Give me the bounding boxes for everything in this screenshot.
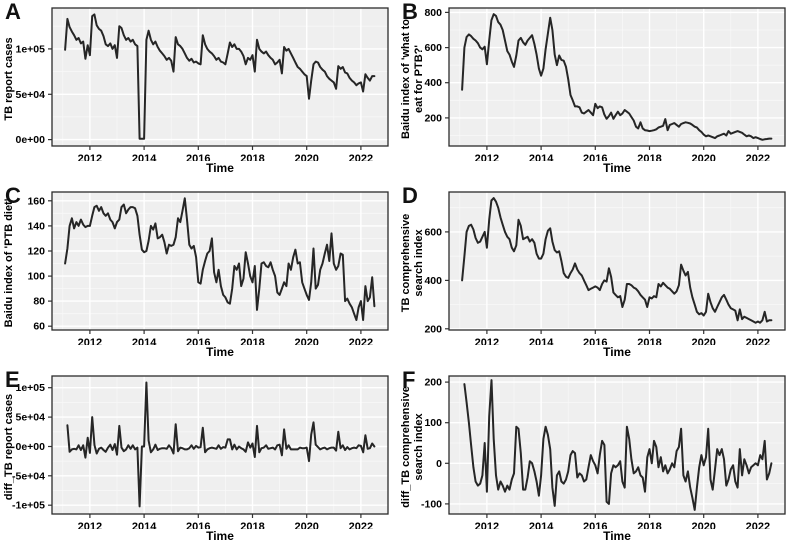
panel-f: F diff_TB comprehensive search index -10… bbox=[397, 367, 794, 552]
panel-c-letter: C bbox=[5, 183, 21, 208]
panel-d-y-axis-label: TB comprehensive search index bbox=[400, 213, 425, 313]
svg-text:2020: 2020 bbox=[294, 521, 318, 529]
svg-text:2022: 2022 bbox=[349, 153, 373, 161]
panel-b-y-axis-label: Baidu index of 'what to eat for PTB?' bbox=[400, 19, 425, 139]
panel-e-y-axis-label: diff_TB report cases bbox=[3, 393, 15, 501]
svg-text:2012: 2012 bbox=[475, 337, 499, 345]
svg-text:-5e+04: -5e+04 bbox=[12, 470, 45, 482]
svg-text:2022: 2022 bbox=[746, 153, 770, 161]
panel-e: E diff_TB report cases -1e+05 -5e+04 0e+00… bbox=[0, 367, 397, 552]
svg-text:2016: 2016 bbox=[186, 521, 210, 529]
svg-text:2012: 2012 bbox=[475, 521, 499, 529]
svg-text:200: 200 bbox=[424, 323, 442, 335]
panel-c: C Baidu index of 'PTB diet' 60 80 100 120 14… bbox=[0, 183, 397, 368]
panel-c-line-chart: 60 80 100 120 140 160 2012 2014 2016 2018 2020 2022 bbox=[27, 191, 389, 345]
svg-text:400: 400 bbox=[424, 275, 442, 287]
svg-text:2022: 2022 bbox=[349, 521, 373, 529]
svg-text:5e+04: 5e+04 bbox=[16, 412, 46, 424]
svg-text:2014: 2014 bbox=[132, 337, 157, 345]
svg-text:800: 800 bbox=[424, 7, 442, 19]
panel-a-x-axis-label: Time bbox=[206, 161, 234, 175]
svg-text:2022: 2022 bbox=[746, 337, 770, 345]
panel-a-line-chart: 0e+00 5e+04 1e+05 2012 2014 2016 2018 2020 2022 bbox=[16, 7, 389, 161]
svg-text:2022: 2022 bbox=[746, 521, 770, 529]
svg-text:600: 600 bbox=[424, 226, 442, 238]
svg-text:0e+00: 0e+00 bbox=[16, 441, 46, 453]
svg-text:2016: 2016 bbox=[186, 153, 210, 161]
svg-text:2018: 2018 bbox=[240, 521, 264, 529]
svg-text:1e+05: 1e+05 bbox=[16, 43, 46, 55]
svg-text:2020: 2020 bbox=[691, 521, 715, 529]
svg-text:2016: 2016 bbox=[186, 337, 210, 345]
svg-text:120: 120 bbox=[27, 246, 45, 258]
svg-text:80: 80 bbox=[33, 296, 45, 308]
svg-text:0e+00: 0e+00 bbox=[16, 134, 46, 146]
svg-text:400: 400 bbox=[424, 77, 442, 89]
svg-text:5e+04: 5e+04 bbox=[16, 89, 46, 101]
svg-text:2020: 2020 bbox=[691, 153, 715, 161]
svg-text:60: 60 bbox=[33, 321, 45, 333]
svg-text:2020: 2020 bbox=[691, 337, 715, 345]
svg-text:2018: 2018 bbox=[240, 153, 264, 161]
panel-b-line-chart: 200 400 600 800 2012 2014 2016 2018 2020 2022 bbox=[424, 7, 786, 161]
svg-text:2020: 2020 bbox=[294, 337, 318, 345]
panel-c-y-axis-label: Baidu index of 'PTB diet' bbox=[3, 198, 15, 328]
svg-text:2020: 2020 bbox=[294, 153, 318, 161]
svg-text:2012: 2012 bbox=[78, 153, 102, 161]
svg-text:2012: 2012 bbox=[78, 521, 102, 529]
panel-b-letter: B bbox=[402, 0, 418, 24]
svg-text:2014: 2014 bbox=[132, 521, 157, 529]
panel-b: B Baidu index of 'what to eat for PTB?' … bbox=[397, 0, 794, 184]
panel-a: A TB report cases 0e+00 5e+04 1e+05 2012 201… bbox=[0, 0, 397, 184]
svg-text:2016: 2016 bbox=[583, 521, 607, 529]
svg-text:100: 100 bbox=[424, 417, 442, 429]
svg-text:2014: 2014 bbox=[132, 153, 157, 161]
svg-text:2014: 2014 bbox=[529, 153, 554, 161]
svg-text:2018: 2018 bbox=[637, 521, 661, 529]
panel-d-line-chart: 200 400 600 2012 2014 2016 2018 2020 2022 bbox=[424, 191, 786, 345]
panel-e-x-axis-label: Time bbox=[206, 529, 234, 543]
svg-text:2016: 2016 bbox=[583, 153, 607, 161]
svg-text:0: 0 bbox=[436, 458, 442, 470]
panel-d: D TB comprehensive search index 200 400 60… bbox=[397, 183, 794, 368]
svg-text:200: 200 bbox=[424, 377, 442, 389]
svg-text:200: 200 bbox=[424, 112, 442, 124]
svg-text:2012: 2012 bbox=[475, 153, 499, 161]
panel-e-line-chart: -1e+05 -5e+04 0e+00 5e+04 1e+05 2012 2014 2016 2… bbox=[12, 375, 389, 529]
panel-a-y-axis-label: TB report cases bbox=[3, 37, 15, 121]
svg-text:2022: 2022 bbox=[349, 337, 373, 345]
panel-d-x-axis-label: Time bbox=[603, 345, 631, 359]
svg-text:2014: 2014 bbox=[529, 337, 554, 345]
svg-text:-1e+05: -1e+05 bbox=[12, 500, 45, 512]
svg-text:100: 100 bbox=[27, 271, 45, 283]
svg-text:600: 600 bbox=[424, 42, 442, 54]
svg-text:2018: 2018 bbox=[240, 337, 264, 345]
svg-text:2014: 2014 bbox=[529, 521, 554, 529]
panel-f-y-axis-label: diff_TB comprehensive search index bbox=[400, 386, 425, 508]
panel-b-x-axis-label: Time bbox=[603, 161, 631, 175]
svg-text:2016: 2016 bbox=[583, 337, 607, 345]
svg-text:-100: -100 bbox=[421, 498, 442, 510]
panel-e-letter: E bbox=[5, 367, 20, 392]
panel-f-letter: F bbox=[402, 367, 416, 392]
panel-f-line-chart: -100 0 100 200 2012 2014 2016 2018 2020 2022 bbox=[421, 375, 786, 529]
panel-f-x-axis-label: Time bbox=[603, 529, 631, 543]
panel-c-x-axis-label: Time bbox=[206, 345, 234, 359]
panel-a-letter: A bbox=[5, 0, 21, 24]
svg-text:140: 140 bbox=[27, 220, 45, 232]
svg-text:160: 160 bbox=[27, 195, 45, 207]
svg-text:2018: 2018 bbox=[637, 153, 661, 161]
svg-text:1e+05: 1e+05 bbox=[16, 382, 46, 394]
svg-text:2012: 2012 bbox=[78, 337, 102, 345]
svg-text:2018: 2018 bbox=[637, 337, 661, 345]
panel-d-letter: D bbox=[402, 183, 418, 208]
